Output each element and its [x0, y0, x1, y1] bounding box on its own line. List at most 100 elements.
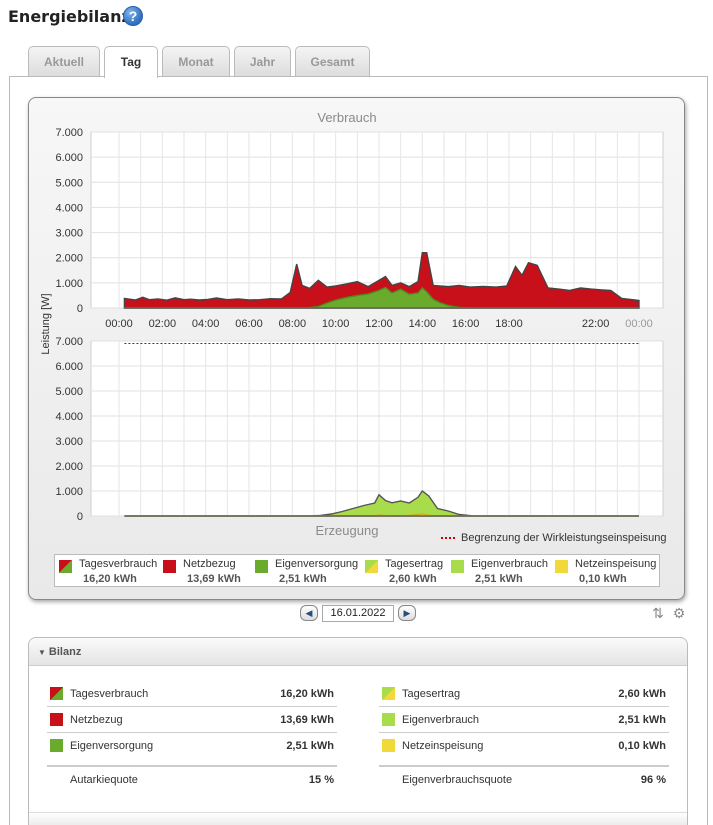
help-icon[interactable]: ? [123, 6, 143, 26]
limit-legend: Begrenzung der Wirkleistungseinspeisung [441, 532, 666, 544]
tab-gesamt[interactable]: Gesamt [295, 46, 370, 77]
bilanz-row-netzeinspeisung: Netzeinspeisung 0,10 kWh [379, 733, 669, 759]
bilanz-row-eigenverbrauchsquote: Eigenverbrauchsquote 96 % [379, 765, 669, 791]
legend-value: 0,10 kWh [579, 573, 627, 585]
bilanz-row-eigenversorgung: Eigenversorgung 2,51 kWh [47, 733, 337, 759]
bilanz-row-eigenverbrauch: Eigenverbrauch 2,51 kWh [379, 707, 669, 733]
y-tick-label: 5.000 [55, 177, 83, 189]
bilanz-row-netzbezug: Netzbezug 13,69 kWh [47, 707, 337, 733]
legend-label: Netzeinspeisung [575, 558, 657, 570]
swatch-tagesverbrauch [59, 560, 72, 573]
x-tick-label: 08:00 [279, 318, 307, 330]
legend-value: 16,20 kWh [83, 573, 137, 585]
gear-icon[interactable]: ⚙ [672, 605, 686, 621]
bilanz-footer [29, 812, 687, 825]
bilanz-value: 2,60 kWh [618, 688, 666, 700]
y-tick-label: 6.000 [55, 361, 83, 373]
chart-0: 7.000 6.000 5.000 4.000 3.000 2.000 1.000 0 [55, 127, 664, 315]
energy-chart-panel: Verbrauch 7.000 6.000 5.000 4.000 3.000 2.000 1… [28, 97, 685, 600]
bilanz-value: 13,69 kWh [280, 714, 334, 726]
bilanz-label: Netzeinspeisung [402, 740, 484, 752]
x-tick-label: 06:00 [235, 318, 263, 330]
chart-title-erzeugung: Erzeugung [316, 523, 379, 538]
tab-jahr[interactable]: Jahr [234, 46, 291, 77]
y-tick-label: 2.000 [55, 253, 83, 265]
bilanz-label: Eigenverbrauch [402, 714, 480, 726]
tab-tag[interactable]: Tag [104, 46, 158, 78]
x-tick-label: 14:00 [409, 318, 437, 330]
plot-area [90, 340, 664, 517]
swatch-netzbezug [163, 560, 176, 573]
legend-value: 13,69 kWh [187, 573, 241, 585]
tab-monat[interactable]: Monat [162, 46, 230, 77]
bilanz-label: Tagesverbrauch [70, 688, 149, 700]
limit-legend-label: Begrenzung der Wirkleistungseinspeisung [461, 532, 667, 544]
y-tick-label: 0 [77, 511, 83, 523]
y-tick-label: 7.000 [55, 336, 83, 348]
y-tick-label: 3.000 [55, 436, 83, 448]
swatch-eigenversorgung [255, 560, 268, 573]
chart-title-verbrauch: Verbrauch [317, 110, 376, 125]
swatch-netzeinspeisung [555, 560, 568, 573]
swatch-tagesertrag [365, 560, 378, 573]
bilanz-value: 15 % [308, 774, 334, 786]
bilanz-title: Bilanz [48, 646, 82, 658]
bilanz-label: Autarkiequote [70, 774, 138, 786]
y-tick-label: 1.000 [55, 486, 83, 498]
chevron-right-icon[interactable]: ▶ [398, 605, 416, 621]
legend-value: 2,51 kWh [475, 573, 523, 585]
chart-1: 7.000 6.000 5.000 4.000 3.000 2.000 1.000 0 [55, 336, 664, 523]
bilanz-value: 96 % [640, 774, 666, 786]
x-tick-label: 02:00 [149, 318, 177, 330]
sort-icon[interactable]: ⇅ [652, 605, 664, 621]
swatch-eigenversorgung [50, 739, 63, 752]
y-tick-label: 7.000 [55, 127, 83, 139]
x-tick-label: 00:00 [625, 318, 653, 330]
y-tick-label: 4.000 [55, 411, 83, 423]
series-area-tagesverbrauch [123, 252, 640, 309]
caret-down-icon: ▼ [38, 648, 46, 657]
bilanz-panel: ▼ Bilanz Tagesverbrauch 16,20 kWh Netzbez… [28, 637, 688, 825]
series-area-tagesertrag [124, 489, 639, 517]
y-tick-label: 5.000 [55, 386, 83, 398]
x-tick-label: 10:00 [322, 318, 350, 330]
bilanz-row-tagesverbrauch: Tagesverbrauch 16,20 kWh [47, 681, 337, 707]
bilanz-label: Eigenverbrauchsquote [402, 774, 513, 786]
legend-label: Tagesertrag [385, 558, 444, 570]
swatch-eigenverbrauch [451, 560, 464, 573]
y-axis-label: Leistung [W] [40, 293, 52, 354]
x-tick-label: 04:00 [192, 318, 220, 330]
bilanz-value: 0,10 kWh [618, 740, 666, 752]
bilanz-value: 16,20 kWh [280, 688, 334, 700]
bilanz-label: Tagesertrag [402, 688, 461, 700]
x-tick-label: 16:00 [452, 318, 480, 330]
chart-legend: Tagesverbrauch 16,20 kWh Netzbezug 13,69… [54, 554, 660, 587]
date-field[interactable]: 16.01.2022 [322, 605, 394, 622]
legend-label: Netzbezug [183, 558, 236, 570]
legend-label: Eigenverbrauch [471, 558, 549, 570]
x-tick-label: 18:00 [495, 318, 523, 330]
swatch-tagesverbrauch [50, 687, 63, 700]
swatch-tagesertrag [382, 687, 395, 700]
swatch-eigenverbrauch [382, 713, 395, 726]
plot-area [90, 131, 664, 309]
legend-label: Eigenversorgung [275, 558, 359, 570]
bilanz-row-autarkiequote: Autarkiequote 15 % [47, 765, 337, 791]
chevron-left-icon[interactable]: ◀ [300, 605, 318, 621]
bilanz-row-tagesertrag: Tagesertrag 2,60 kWh [379, 681, 669, 707]
legend-value: 2,60 kWh [389, 573, 437, 585]
bilanz-label: Netzbezug [70, 714, 123, 726]
bilanz-value: 2,51 kWh [618, 714, 666, 726]
y-tick-label: 3.000 [55, 228, 83, 240]
y-tick-label: 1.000 [55, 278, 83, 290]
tab-aktuell[interactable]: Aktuell [28, 46, 100, 77]
swatch-netzbezug [50, 713, 63, 726]
bilanz-header[interactable]: ▼ Bilanz [29, 638, 687, 666]
y-tick-label: 4.000 [55, 202, 83, 214]
bilanz-label: Eigenversorgung [70, 740, 154, 752]
swatch-netzeinspeisung [382, 739, 395, 752]
legend-value: 2,51 kWh [279, 573, 327, 585]
x-tick-label: 22:00 [582, 318, 610, 330]
legend-label: Tagesverbrauch [79, 558, 158, 570]
y-tick-label: 0 [77, 303, 83, 315]
